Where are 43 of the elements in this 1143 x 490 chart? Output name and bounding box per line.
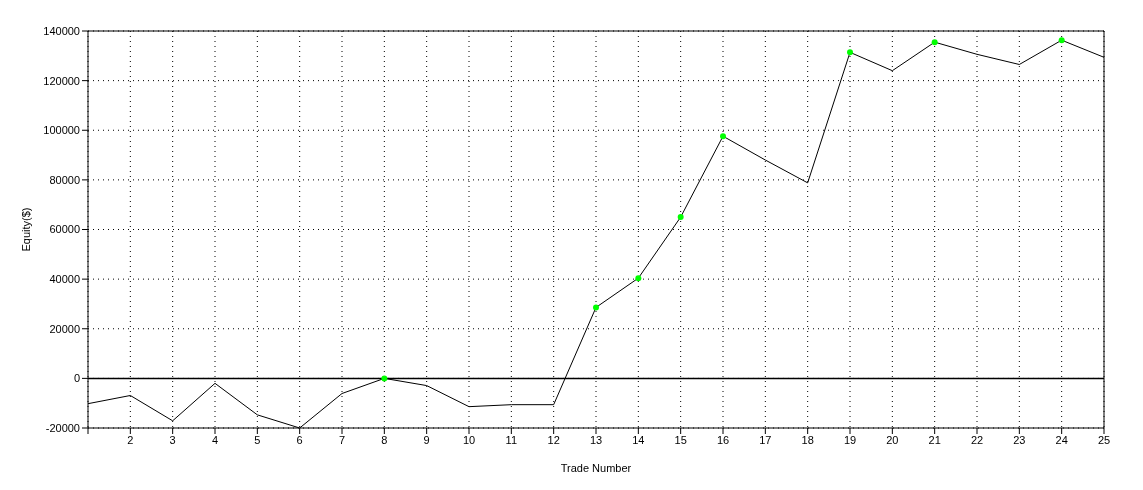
x-tick-label: 7	[338, 433, 346, 446]
x-tick-label: 18	[801, 433, 814, 446]
point	[635, 275, 642, 282]
x-tick-label: 22	[970, 433, 984, 446]
x-tick-label: 6	[296, 433, 303, 446]
x-tick-label: 5	[254, 433, 261, 446]
x-tick-label: 20	[886, 433, 899, 446]
y-tick-label: 60000	[49, 223, 80, 236]
y-tick-label: 40000	[49, 273, 80, 286]
point	[931, 39, 938, 46]
x-tick-label: 21	[928, 433, 941, 446]
y-tick-label: 100000	[43, 124, 80, 137]
y-tick-label: 140000	[43, 24, 80, 37]
x-tick-label: 11	[505, 433, 518, 446]
point	[593, 304, 599, 311]
x-tick-label: 3	[169, 433, 176, 446]
y-axis-title: Equity($)	[19, 207, 32, 252]
x-tick-label: 10	[462, 433, 476, 446]
x-tick-label: 4	[211, 433, 219, 446]
y-tick-label: 0	[73, 372, 80, 385]
point	[847, 49, 853, 56]
x-tick-label: 16	[716, 433, 730, 446]
point	[1058, 37, 1065, 44]
x-tick-label: 8	[381, 433, 388, 446]
y-tick-label: 120000	[43, 74, 80, 87]
x-tick-label: 23	[1013, 433, 1026, 446]
y-tick-label: 80000	[49, 173, 80, 186]
x-axis-title: Trade Number	[560, 462, 632, 474]
y-tick-label: -20000	[45, 421, 80, 434]
x-tick-label: 14	[632, 433, 645, 446]
y-tick-label: 20000	[49, 322, 80, 335]
x-tick-label: 12	[547, 433, 560, 446]
x-tick-label: 9	[423, 433, 430, 446]
x-tick-label: 24	[1055, 433, 1068, 446]
x-tick-label: 13	[589, 433, 603, 446]
x-tick-label: 19	[843, 433, 857, 446]
point	[677, 214, 684, 221]
point	[381, 375, 388, 382]
x-tick-label: 17	[759, 433, 772, 446]
point	[720, 133, 726, 140]
x-tick-label: 25	[1097, 433, 1111, 446]
x-tick-label: 15	[674, 433, 687, 446]
x-tick-label: 2	[127, 433, 134, 446]
